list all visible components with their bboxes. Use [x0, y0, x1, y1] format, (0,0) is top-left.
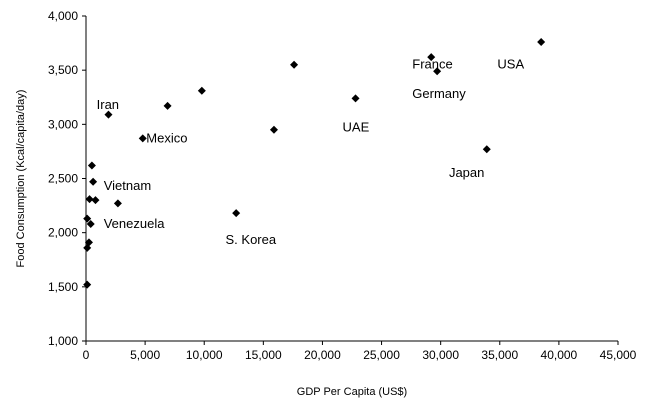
data-point: [85, 195, 94, 204]
data-point: [232, 209, 241, 218]
data-point: [290, 60, 299, 69]
y-axis-title: Food Consumption (Kcal/capita/day): [15, 90, 27, 268]
data-point: [89, 177, 98, 186]
point-annotation: Venezuela: [104, 216, 165, 231]
data-point: [351, 94, 360, 103]
data-point: [427, 53, 436, 62]
x-tick-label: 40,000: [541, 348, 578, 362]
data-point: [84, 238, 93, 247]
point-annotation: S. Korea: [226, 232, 277, 247]
data-point: [269, 125, 278, 134]
point-annotation: USA: [497, 57, 524, 72]
data-point: [104, 110, 113, 119]
y-tick-label: 1,000: [48, 334, 78, 348]
y-tick-label: 3,000: [48, 117, 78, 131]
annotations: Iran Mexico Vietnam Venezuela S. Korea UAE Fra…: [97, 57, 525, 248]
y-tick-label: 1,500: [48, 280, 78, 294]
x-tick-label: 0: [83, 348, 90, 362]
point-annotation: France: [412, 57, 452, 72]
data-point: [83, 280, 92, 289]
axes: [82, 15, 619, 345]
data-point: [433, 67, 442, 76]
x-tick-label: 30,000: [422, 348, 459, 362]
x-tick-label: 10,000: [186, 348, 223, 362]
data-points: [83, 38, 546, 289]
data-point: [113, 199, 122, 208]
point-annotation: UAE: [343, 120, 370, 135]
data-point: [86, 220, 95, 228]
y-tick-label: 2,500: [48, 172, 78, 186]
data-point: [163, 101, 172, 110]
y-tick-label: 3,500: [48, 63, 78, 77]
point-annotation: Germany: [412, 86, 466, 101]
x-tick-label: 20,000: [304, 348, 341, 362]
y-tick-label: 2,000: [48, 226, 78, 240]
point-annotation: Japan: [449, 165, 484, 180]
point-annotation: Vietnam: [104, 178, 151, 193]
x-tick-label: 45,000: [600, 348, 637, 362]
x-axis-title: GDP Per Capita (US$): [297, 386, 407, 398]
data-point: [83, 214, 92, 223]
tick-labels: 1,000 1,500 2,000 2,500 3,000 3,500 4,000 0 5,00…: [48, 9, 637, 362]
data-point: [537, 38, 546, 46]
data-point: [482, 145, 491, 154]
point-annotation: Mexico: [146, 130, 187, 145]
point-annotation: Iran: [97, 97, 119, 112]
data-point: [138, 134, 147, 143]
x-tick-label: 5,000: [130, 348, 160, 362]
data-point: [87, 161, 96, 170]
x-tick-label: 35,000: [481, 348, 518, 362]
data-point: [91, 196, 100, 205]
y-tick-label: 4,000: [48, 9, 78, 23]
x-tick-label: 25,000: [363, 348, 400, 362]
x-tick-label: 15,000: [245, 348, 282, 362]
data-point: [197, 86, 206, 95]
